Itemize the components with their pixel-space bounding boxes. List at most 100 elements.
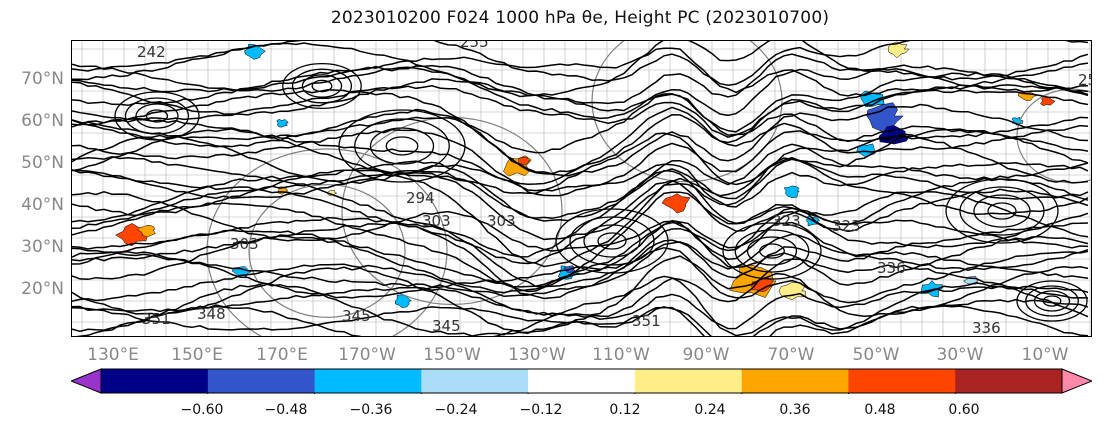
theta-e-closed-contour bbox=[301, 74, 343, 98]
colorbar-tick-label: −0.12 bbox=[519, 402, 563, 418]
contour-label: 294 bbox=[406, 189, 435, 207]
lat-label-50n: 50°N bbox=[21, 153, 64, 173]
theta-e-closed-contour bbox=[135, 103, 179, 129]
colorbar-tick-label: 0.36 bbox=[779, 402, 811, 418]
theta-e-contour bbox=[72, 47, 1089, 97]
colorbar-extension-min bbox=[71, 368, 102, 394]
map-panel: 242 255 255 303 294 303 303 323 323 348 351 345 345 3… bbox=[71, 40, 1092, 337]
theta-e-closed-contour bbox=[746, 236, 798, 266]
theta-e-contour bbox=[72, 64, 1089, 120]
contour-label: 323 bbox=[772, 212, 801, 230]
anomaly-patch bbox=[661, 193, 691, 214]
theta-e-contour bbox=[72, 258, 1089, 318]
theta-e-closed-contour bbox=[987, 202, 1017, 220]
colorbar-segment bbox=[741, 369, 849, 393]
plot-title: 2023010200 F024 1000 hPa θe, Height PC (… bbox=[330, 8, 830, 28]
theta-e-contour bbox=[72, 233, 1089, 298]
colorbar-tick-label: 0.24 bbox=[694, 402, 726, 418]
theta-e-closed-contour bbox=[583, 224, 641, 258]
lon-label-170e: 170°E bbox=[256, 345, 308, 365]
colorbar-segment bbox=[528, 369, 636, 393]
theta-e-closed-contour bbox=[338, 109, 466, 183]
theta-e-closed-contour bbox=[282, 62, 362, 110]
contour-label: 303 bbox=[487, 212, 516, 230]
colorbar bbox=[71, 368, 1092, 394]
height-contour bbox=[206, 148, 448, 336]
theta-e-contour bbox=[72, 255, 1089, 334]
contour-label: 255 bbox=[460, 41, 489, 51]
theta-e-contour bbox=[72, 219, 1089, 288]
lon-label-130w: 130°W bbox=[508, 345, 566, 365]
theta-e-closed-contour bbox=[354, 118, 450, 174]
colorbar-tick-label: 0.48 bbox=[864, 402, 896, 418]
lat-label-60n: 60°N bbox=[21, 111, 64, 131]
theta-e-contour bbox=[72, 162, 1089, 220]
lon-label-170w: 170°W bbox=[338, 345, 396, 365]
height-contour bbox=[248, 184, 406, 318]
theta-e-contour bbox=[72, 128, 1089, 195]
theta-e-closed-contour bbox=[1042, 295, 1062, 307]
anomaly-patch bbox=[887, 41, 910, 59]
colorbar-tick-label: −0.36 bbox=[349, 402, 393, 418]
theta-e-contours bbox=[72, 41, 1089, 336]
lat-label-20n: 20°N bbox=[21, 279, 64, 299]
theta-e-contour bbox=[72, 207, 1089, 300]
theta-e-contour bbox=[75, 305, 1089, 336]
theta-e-contour bbox=[72, 158, 1089, 241]
theta-e-closed-contour bbox=[759, 243, 785, 259]
theta-e-closed-contour bbox=[734, 229, 810, 273]
anomaly-patch bbox=[783, 185, 800, 198]
colorbar-tick-label: −0.60 bbox=[180, 402, 224, 418]
contour-label: 351 bbox=[142, 310, 171, 328]
theta-e-closed-contour bbox=[114, 91, 200, 141]
contour-label: 336 bbox=[972, 319, 1001, 336]
theta-e-closed-contour bbox=[291, 68, 353, 104]
anomaly-patch bbox=[920, 280, 943, 298]
height-contour bbox=[591, 41, 783, 183]
contour-label: 336 bbox=[877, 259, 906, 277]
colorbar-segment bbox=[101, 369, 209, 393]
anomaly-patch bbox=[518, 156, 531, 166]
theta-e-contour bbox=[72, 106, 1089, 185]
theta-e-closed-contour bbox=[597, 232, 627, 250]
theta-e-contour bbox=[72, 179, 1089, 265]
lon-label-30w: 30°W bbox=[936, 345, 984, 365]
theta-e-contour bbox=[72, 191, 1089, 260]
theta-e-closed-contour bbox=[722, 222, 822, 280]
lon-label-50w: 50°W bbox=[852, 345, 900, 365]
anomaly-patch bbox=[1040, 96, 1056, 106]
theta-e-contour bbox=[72, 285, 1089, 330]
theta-e-closed-contour bbox=[1033, 290, 1071, 312]
theta-e-contour bbox=[72, 221, 1089, 294]
theta-e-closed-contour bbox=[1025, 285, 1079, 317]
contour-label: 303 bbox=[422, 212, 451, 230]
theta-e-closed-contour bbox=[973, 194, 1031, 228]
colorbar-segment bbox=[314, 369, 422, 393]
lon-label-150w: 150°W bbox=[423, 345, 481, 365]
theta-e-closed-contour bbox=[1016, 280, 1088, 322]
contour-label: 242 bbox=[137, 43, 166, 61]
theta-e-contour bbox=[72, 133, 1089, 200]
contour-label: 348 bbox=[197, 305, 226, 323]
theta-e-closed-contour bbox=[959, 186, 1045, 236]
anomaly-patch bbox=[137, 225, 156, 238]
theta-e-contour bbox=[72, 143, 1089, 222]
theta-e-contour bbox=[72, 41, 1089, 98]
colorbar-tick-label: −0.48 bbox=[264, 402, 308, 418]
lon-label-150e: 150°E bbox=[171, 345, 223, 365]
anomaly-patch bbox=[276, 119, 289, 128]
lon-label-90w: 90°W bbox=[682, 345, 730, 365]
lon-label-70w: 70°W bbox=[767, 345, 815, 365]
contour-label: 345 bbox=[432, 317, 461, 335]
theta-e-closed-contour bbox=[945, 178, 1059, 244]
theta-e-closed-contour bbox=[369, 127, 435, 165]
theta-e-contour bbox=[72, 53, 1089, 105]
contour-label: 303 bbox=[230, 235, 259, 253]
lat-label-70n: 70°N bbox=[21, 69, 64, 89]
contour-label: 345 bbox=[342, 307, 371, 325]
lon-label-130e: 130°E bbox=[87, 345, 139, 365]
colorbar-segment bbox=[207, 369, 316, 393]
theta-e-closed-contour bbox=[555, 208, 669, 274]
theta-e-closed-contour bbox=[145, 109, 169, 123]
